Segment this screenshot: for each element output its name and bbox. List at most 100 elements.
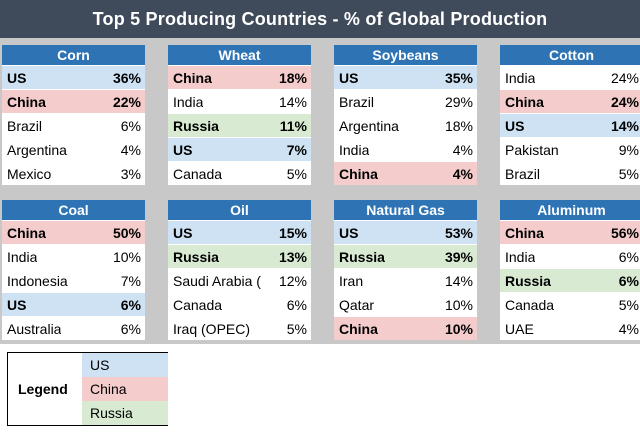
commodity-grid: Corn US 36% China 22% Brazil 6% Argentina 4% Mexi… [0, 38, 640, 344]
country-name: Canada [505, 296, 555, 313]
country-name: Qatar [339, 296, 375, 313]
country-name: Canada [173, 296, 223, 313]
share-value: 4% [452, 141, 473, 158]
panel-natural-gas: Natural Gas US 53% Russia 39% Iran 14% Qatar 10%… [334, 200, 477, 340]
country-name: Russia [173, 117, 219, 134]
table-row: China 24% [500, 89, 640, 113]
share-value: 14% [610, 117, 639, 134]
table-row: Brazil 6% [2, 113, 145, 137]
table-row: India 24% [500, 65, 640, 89]
table-row: UAE 4% [500, 316, 640, 340]
panel-header: Coal [2, 200, 145, 220]
panel-cotton: Cotton India 24% China 24% US 14% Pakistan 9% Bra… [500, 45, 640, 185]
share-value: 5% [286, 320, 307, 337]
share-value: 4% [120, 141, 141, 158]
country-name: US [339, 69, 359, 86]
share-value: 24% [610, 93, 639, 110]
table-row: Iraq (OPEC) 5% [168, 316, 311, 340]
table-row: US 7% [168, 137, 311, 161]
legend-item-china: China [82, 377, 168, 401]
table-row: China 56% [500, 220, 640, 244]
table-row: US 53% [334, 220, 477, 244]
table-row: Qatar 10% [334, 292, 477, 316]
panel-wheat: Wheat China 18% India 14% Russia 11% US 7% Canada… [168, 45, 311, 185]
share-value: 29% [444, 93, 473, 110]
share-value: 10% [444, 320, 473, 337]
country-name: China [505, 93, 544, 110]
legend: Legend US China Russia [7, 352, 168, 426]
share-value: 10% [112, 248, 141, 265]
table-row: US 35% [334, 65, 477, 89]
share-value: 12% [278, 272, 307, 289]
country-name: Russia [505, 272, 551, 289]
table-row: US 14% [500, 113, 640, 137]
table-row: Russia 13% [168, 244, 311, 268]
share-value: 9% [618, 141, 639, 158]
table-row: China 4% [334, 161, 477, 185]
panel-corn: Corn US 36% China 22% Brazil 6% Argentina 4% Mexi… [2, 45, 145, 185]
table-row: Iran 14% [334, 268, 477, 292]
table-row: India 6% [500, 244, 640, 268]
table-row: Brazil 29% [334, 89, 477, 113]
country-name: India [173, 93, 204, 110]
share-value: 24% [610, 69, 639, 86]
share-value: 4% [618, 320, 639, 337]
share-value: 56% [610, 224, 639, 241]
country-name: Iran [339, 272, 364, 289]
share-value: 5% [618, 165, 639, 182]
share-value: 14% [444, 272, 473, 289]
share-value: 6% [120, 296, 141, 313]
share-value: 22% [112, 93, 141, 110]
share-value: 15% [278, 224, 307, 241]
table-row: Russia 11% [168, 113, 311, 137]
share-value: 5% [286, 165, 307, 182]
table-row: India 10% [2, 244, 145, 268]
table-row: Russia 6% [500, 268, 640, 292]
country-name: India [505, 69, 536, 86]
panel-header: Cotton [500, 45, 640, 65]
share-value: 18% [444, 117, 473, 134]
table-row: India 14% [168, 89, 311, 113]
country-name: US [173, 141, 193, 158]
country-name: Indonesia [7, 272, 68, 289]
country-name: US [339, 224, 359, 241]
country-name: China [505, 224, 544, 241]
table-row: China 22% [2, 89, 145, 113]
table-row: Canada 5% [500, 292, 640, 316]
table-row: Russia 39% [334, 244, 477, 268]
country-name: Brazil [339, 93, 375, 110]
share-value: 53% [444, 224, 473, 241]
country-name: Iraq (OPEC) [173, 320, 251, 337]
panel-header: Soybeans [334, 45, 477, 65]
country-name: China [339, 320, 378, 337]
country-name: UAE [505, 320, 534, 337]
table-row: China 50% [2, 220, 145, 244]
share-value: 4% [452, 165, 473, 182]
table-row: Indonesia 7% [2, 268, 145, 292]
country-name: US [7, 296, 27, 313]
share-value: 39% [444, 248, 473, 265]
country-name: Pakistan [505, 141, 559, 158]
share-value: 6% [618, 272, 639, 289]
legend-item-us: US [82, 353, 168, 377]
panel-header: Aluminum [500, 200, 640, 220]
legend-item-russia: Russia [82, 401, 168, 425]
panel-soybeans: Soybeans US 35% Brazil 29% Argentina 18% India 4… [334, 45, 477, 185]
table-row: US 36% [2, 65, 145, 89]
share-value: 14% [278, 93, 307, 110]
panel-coal: Coal China 50% India 10% Indonesia 7% US 6% Austr… [2, 200, 145, 340]
table-row: Australia 6% [2, 316, 145, 340]
country-name: India [505, 248, 536, 265]
share-value: 5% [618, 296, 639, 313]
country-name: Canada [173, 165, 223, 182]
table-row: Saudi Arabia (12% [168, 268, 311, 292]
panel-header: Natural Gas [334, 200, 477, 220]
country-name: Australia [7, 320, 62, 337]
country-name: Russia [339, 248, 385, 265]
share-value: 36% [112, 69, 141, 86]
panel-header: Wheat [168, 45, 311, 65]
table-row: Argentina 4% [2, 137, 145, 161]
country-name: China [7, 93, 46, 110]
country-name: Brazil [7, 117, 43, 134]
share-value: 3% [120, 165, 141, 182]
